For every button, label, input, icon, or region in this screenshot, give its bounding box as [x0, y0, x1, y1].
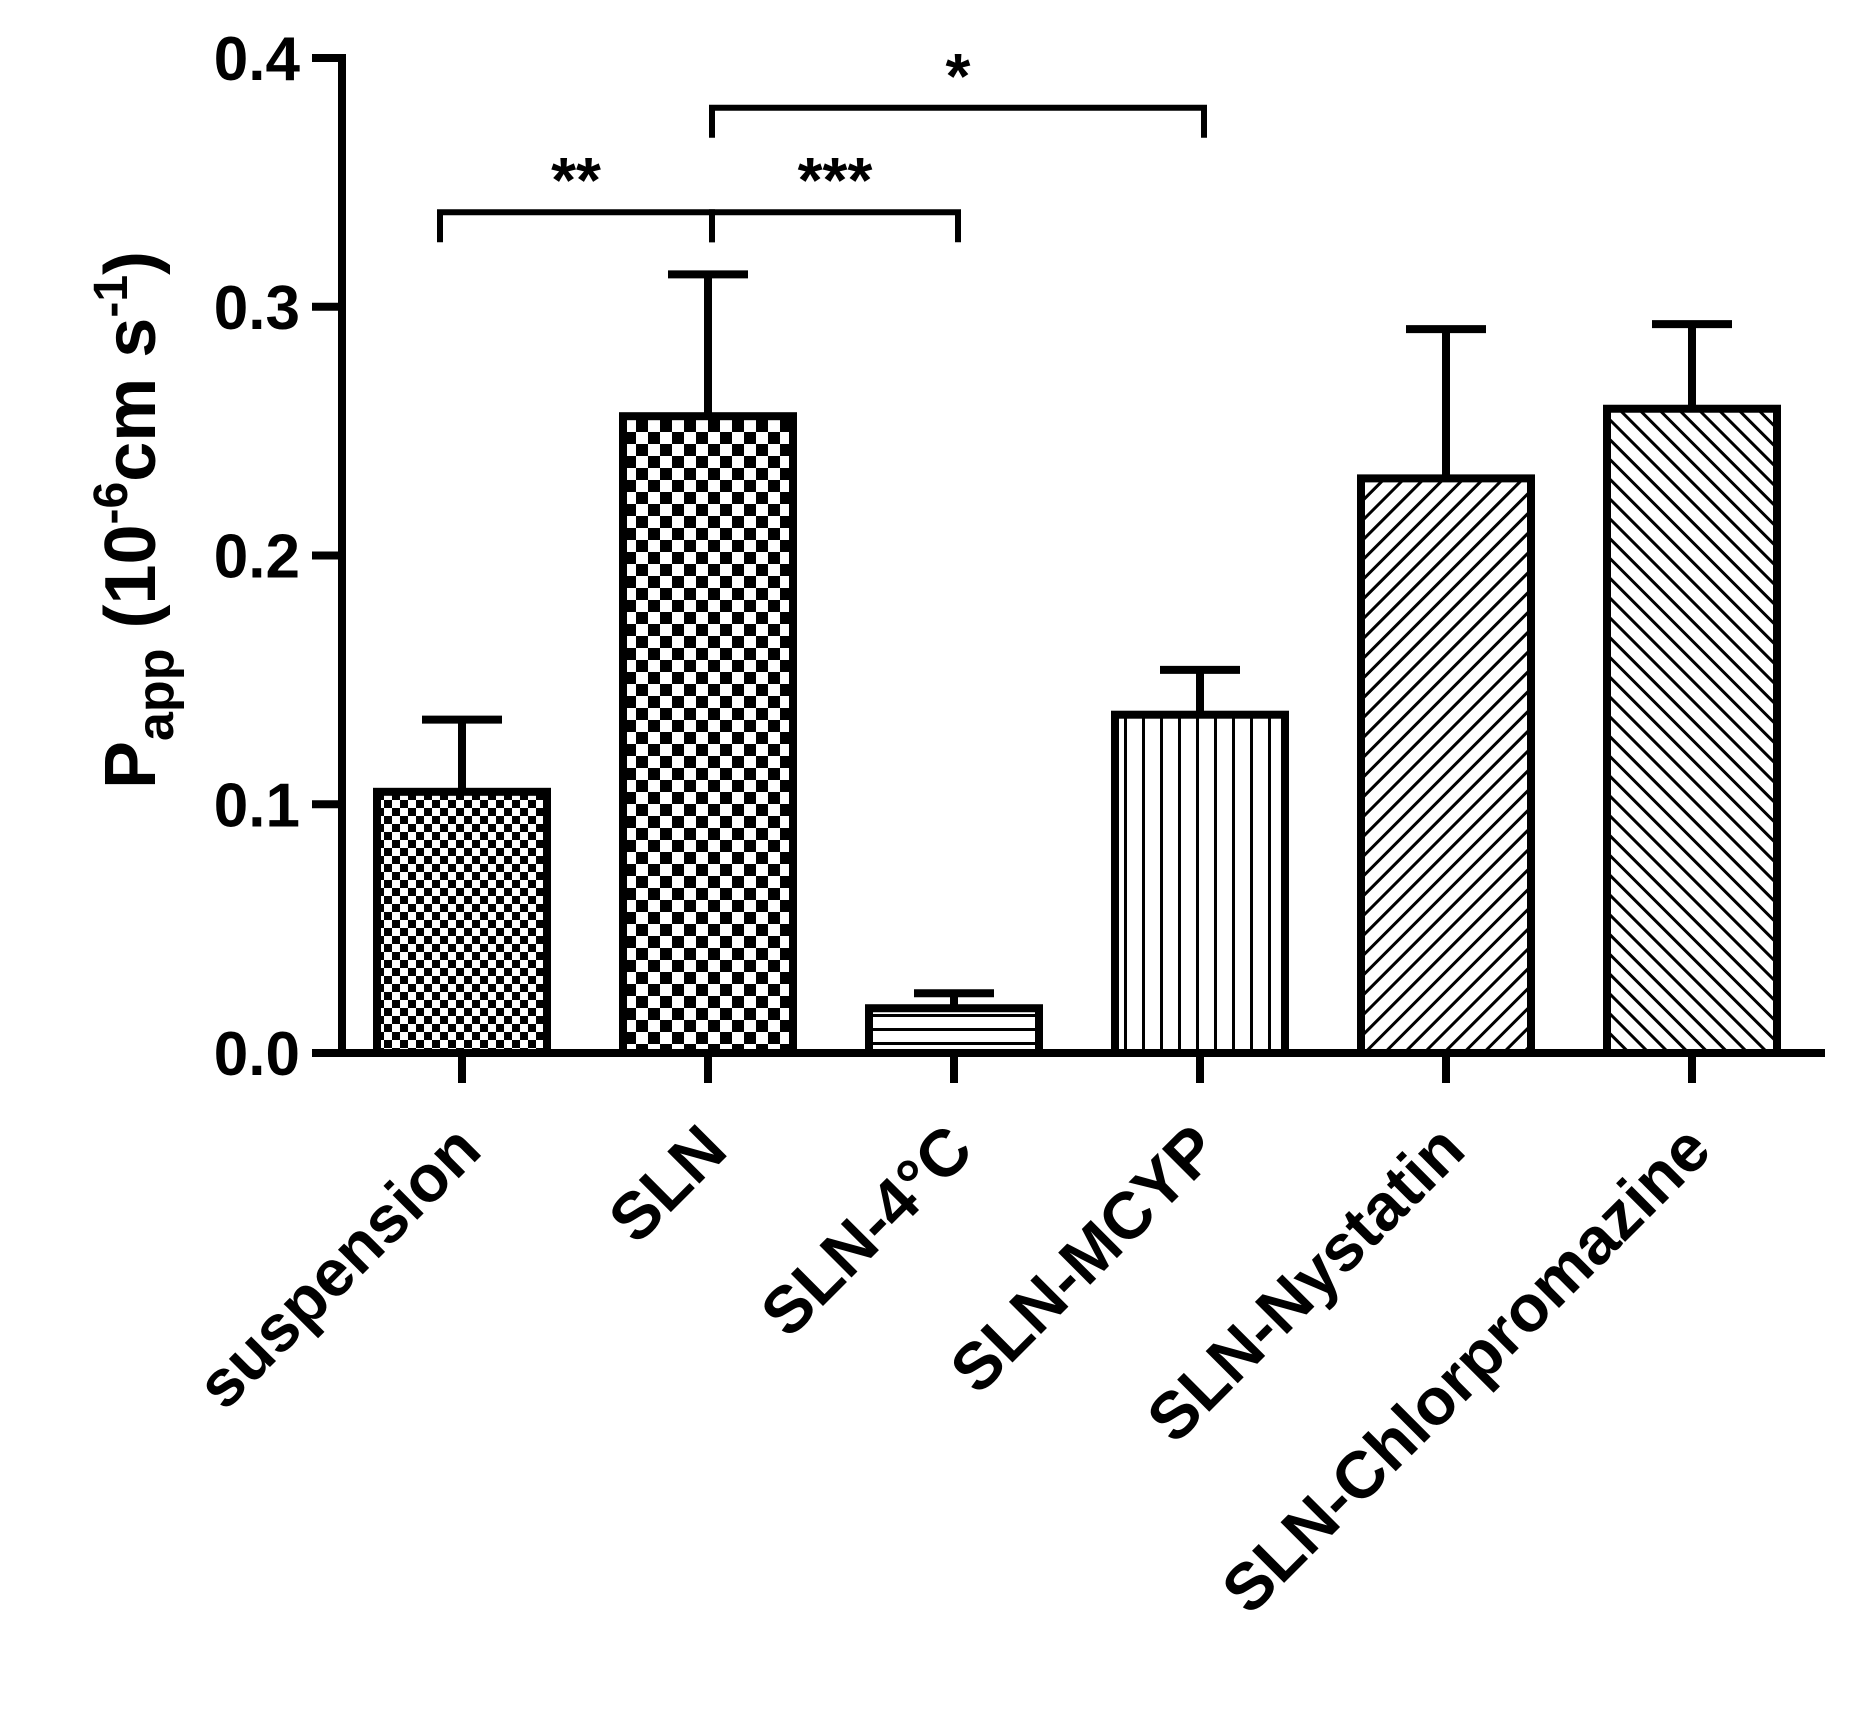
significance-bracket — [709, 209, 961, 243]
significance-brackets: ** **** — [437, 40, 1207, 243]
bar — [1111, 710, 1289, 1057]
bar — [865, 1004, 1043, 1057]
significance-label: * — [946, 40, 971, 112]
x-tick-label: suspension — [182, 1111, 494, 1423]
significance-label: ** — [551, 144, 601, 216]
y-tick-label: 0.0 — [214, 1020, 300, 1089]
bar — [1357, 474, 1535, 1057]
bars — [373, 270, 1781, 1057]
significance-label: *** — [798, 144, 873, 216]
y-axis-title: Papp (10-6cm s-1) — [85, 251, 185, 789]
y-tick-label: 0.1 — [214, 771, 300, 840]
x-tick-label: SLN-Chlorpromazine — [1207, 1111, 1723, 1627]
bar — [1603, 404, 1781, 1057]
bar — [373, 787, 551, 1057]
x-tick-label: SLN — [594, 1111, 740, 1257]
significance-bracket — [437, 209, 715, 243]
significance-bracket — [709, 104, 1207, 138]
bar — [619, 412, 797, 1057]
y-tick-label: 0.2 — [214, 523, 300, 592]
y-tick-label: 0.3 — [214, 274, 300, 343]
x-tick-label: SLN-4°C — [746, 1111, 986, 1351]
y-tick-label: 0.4 — [214, 25, 301, 94]
